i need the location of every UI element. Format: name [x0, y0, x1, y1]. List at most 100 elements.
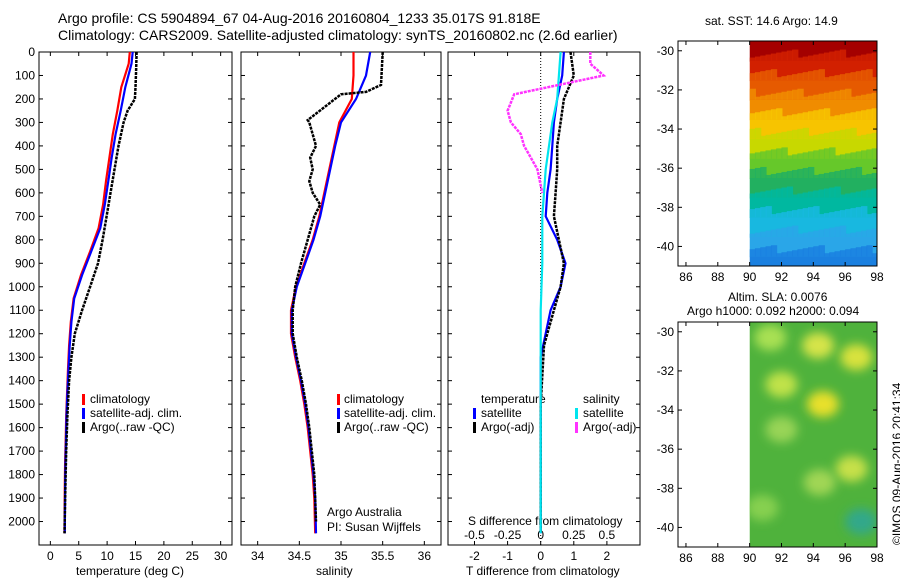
sst-texture	[834, 50, 841, 61]
sst-map-field	[749, 41, 878, 266]
sst-texture	[861, 174, 868, 178]
sst-texture	[818, 245, 825, 257]
sst-texture	[834, 75, 841, 81]
sst-texture	[813, 110, 820, 120]
sst-map-ytick-label: -30	[657, 44, 675, 58]
sst-texture	[792, 250, 799, 257]
sst-texture	[845, 249, 852, 257]
sst-texture	[850, 192, 857, 198]
sst-texture	[808, 135, 815, 139]
sst-map-ytick-label: -40	[657, 239, 675, 253]
sst-texture	[776, 228, 783, 237]
depth-tick-label: 900	[15, 256, 35, 270]
sst-texture	[861, 150, 868, 159]
sst-texture	[797, 88, 804, 100]
sst-map-xtick-label: 98	[870, 270, 884, 284]
sst-texture	[871, 92, 878, 100]
sst-texture	[776, 253, 783, 257]
sst-texture	[749, 128, 756, 139]
sst-texture	[871, 52, 878, 61]
sst-texture	[839, 225, 847, 237]
sst-texture	[871, 213, 878, 218]
sst-texture	[818, 133, 825, 139]
sst-texture	[855, 71, 863, 81]
sst-texture	[813, 150, 820, 159]
sst-texture	[850, 56, 857, 61]
sst-texture	[834, 186, 841, 198]
sst-texture	[845, 193, 852, 198]
sst-map-ytick-label: -38	[657, 200, 675, 214]
sst-texture	[829, 116, 836, 120]
sst-texture	[802, 192, 810, 198]
sst-map-xtick-label: 90	[743, 270, 757, 284]
sst-texture	[818, 173, 825, 178]
sst-texture	[797, 153, 804, 159]
sla-anomaly-blob	[840, 344, 873, 371]
sla-anomaly-blob	[803, 469, 836, 496]
sst-texture	[823, 92, 831, 100]
sst-texture	[770, 149, 778, 159]
sst-texture	[850, 167, 857, 178]
sla-anomaly-blob	[749, 494, 779, 521]
sst-texture	[813, 190, 820, 198]
sst-texture	[850, 232, 857, 237]
sst-texture	[776, 172, 783, 178]
difference-frame	[447, 51, 641, 546]
sst-texture	[802, 127, 810, 139]
sst-texture	[813, 230, 820, 237]
sst-texture	[770, 53, 778, 61]
sst-texture	[776, 213, 783, 218]
sst-texture	[834, 155, 841, 159]
sst-texture	[760, 166, 767, 178]
sst-texture	[781, 212, 788, 218]
sst-texture	[754, 72, 762, 81]
salinity-xlabel: salinity	[316, 564, 353, 578]
diff-legend-swatch-blue	[473, 408, 476, 419]
sst-texture	[754, 167, 762, 178]
sst-texture	[792, 74, 799, 81]
sst-texture	[818, 189, 825, 198]
sla-map-ytick-label: -36	[657, 442, 675, 456]
sst-texture	[802, 112, 810, 120]
sst-texture	[802, 232, 810, 237]
sst-texture	[855, 151, 863, 159]
sst-texture	[850, 72, 857, 81]
sst-texture	[765, 70, 772, 81]
header-line-1: Argo profile: CS 5904894_67 04-Aug-2016 …	[58, 10, 541, 26]
sst-texture	[781, 147, 788, 159]
temp-legend-swatch-red	[82, 394, 85, 405]
sst-texture	[754, 127, 762, 139]
sst-texture	[786, 115, 794, 120]
sst-texture	[855, 247, 863, 257]
sst-texture	[797, 113, 804, 120]
sst-texture	[765, 94, 772, 100]
depth-tick-label: 500	[15, 162, 35, 176]
sst-texture	[781, 51, 788, 61]
sst-texture	[866, 93, 873, 100]
depth-tick-label: 600	[15, 186, 35, 200]
sst-texture	[850, 248, 857, 257]
sla-map-title-1: Altim. SLA: 0.0076	[728, 290, 828, 304]
sst-texture	[866, 149, 873, 159]
diff-sal-tick-label: 0.5	[599, 528, 616, 542]
sst-texture	[823, 52, 831, 61]
temperature-xtick-label: 15	[129, 549, 143, 563]
sst-texture	[850, 127, 857, 139]
difference-xtick-label: 0	[537, 549, 544, 563]
depth-tick-label: 1600	[8, 421, 35, 435]
sla-anomaly-blob	[765, 371, 798, 398]
sla-map-frame	[677, 321, 878, 548]
sst-texture	[776, 77, 783, 81]
sst-texture	[818, 69, 825, 81]
sst-texture	[861, 206, 868, 218]
sst-texture	[866, 53, 873, 61]
depth-tick-label: 1300	[8, 350, 35, 364]
sst-texture	[754, 112, 762, 120]
sst-texture	[808, 151, 815, 159]
depth-tick-label: 1500	[8, 397, 35, 411]
difference-series-temperature-argo-adj-	[539, 51, 576, 534]
sst-map-xtick-label: 96	[838, 270, 852, 284]
sst-map-frame	[677, 40, 878, 267]
sst-texture	[834, 90, 841, 100]
sst-texture	[754, 232, 762, 237]
